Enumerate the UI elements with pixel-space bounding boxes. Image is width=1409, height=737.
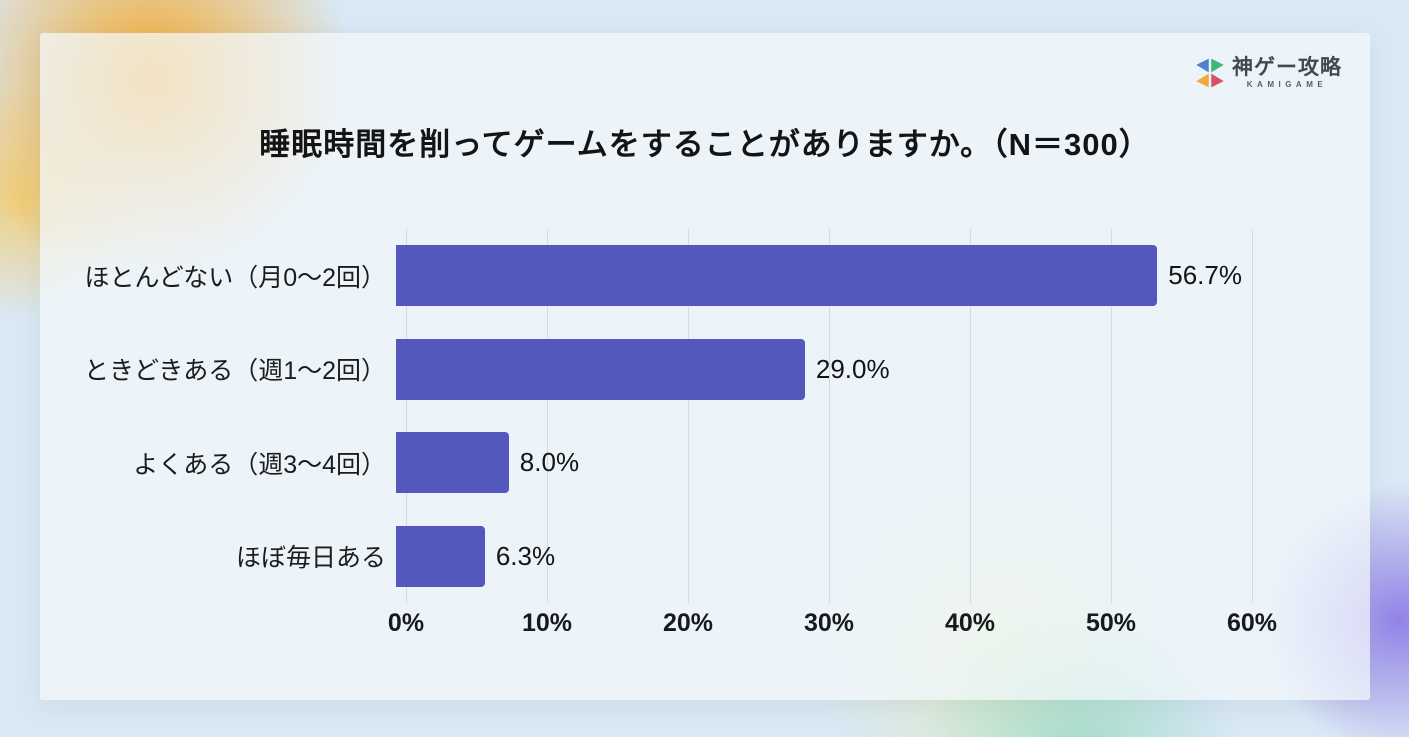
bar-track: 6.3% — [396, 525, 1242, 587]
kamigame-logo: 神ゲー攻略 KAMIGAME — [1195, 56, 1342, 90]
value-label: 29.0% — [815, 353, 890, 384]
kamigame-pinwheel-icon — [1196, 58, 1224, 88]
x-axis-tick-label: 0% — [387, 609, 425, 637]
chart-card: 神ゲー攻略 KAMIGAME 睡眠時間を削ってゲームをすることがありますか。（N… — [40, 33, 1370, 700]
gridline-30 — [829, 229, 830, 603]
x-axis-tick-label: 60% — [1226, 609, 1278, 637]
gridline-40 — [969, 229, 971, 603]
bar-row: ときどきある（週1〜2回） 29.0% — [50, 323, 1360, 417]
bar — [396, 432, 509, 494]
x-axis: 0% 10% 20% 30% 40% 50% 60% — [388, 609, 1277, 643]
x-axis-tick-label: 10% — [521, 609, 573, 637]
bar-track: 56.7% — [396, 245, 1242, 307]
logo-title: 神ゲー攻略 — [1232, 56, 1342, 79]
x-axis-tick-label: 30% — [803, 609, 855, 637]
value-label: 8.0% — [519, 447, 580, 478]
x-axis-tick-label: 20% — [662, 609, 714, 637]
category-label: ほとんどない（月0〜2回） — [84, 263, 386, 292]
bar-track: 8.0% — [396, 432, 1242, 494]
gridline-20 — [687, 229, 689, 603]
bar — [396, 245, 1158, 307]
gridline-10 — [546, 229, 548, 603]
category-label: ときどきある（週1〜2回） — [83, 357, 386, 386]
category-label: よくある（週3〜4回） — [133, 450, 386, 479]
bar-row: ほぼ毎日ある 6.3% — [50, 510, 1360, 604]
value-label: 56.7% — [1168, 260, 1242, 291]
category-label: ほぼ毎日ある — [235, 544, 386, 573]
bar-row: よくある（週3〜4回） 8.0% — [50, 416, 1360, 510]
gridline-50 — [1111, 229, 1112, 603]
x-axis-tick-label: 40% — [944, 609, 996, 637]
bar-rows: ほとんどない（月0〜2回） 56.7% ときどきある（週1〜2回） 29.0% よくある… — [50, 229, 1360, 603]
x-axis-tick-label: 50% — [1085, 609, 1137, 637]
bar-track: 29.0% — [396, 338, 1242, 400]
gridline-0 — [406, 229, 407, 603]
logo-text: 神ゲー攻略 KAMIGAME — [1232, 56, 1342, 90]
bar — [396, 338, 805, 400]
bar-row: ほとんどない（月0〜2回） 56.7% — [50, 229, 1360, 323]
chart-title: 睡眠時間を削ってゲームをすることがありますか。（N＝300） — [259, 127, 1151, 162]
bar-chart: ほとんどない（月0〜2回） 56.7% ときどきある（週1〜2回） 29.0% よくある… — [50, 229, 1360, 637]
bar — [396, 525, 485, 587]
gridline-60 — [1252, 229, 1253, 603]
value-label: 6.3% — [495, 540, 556, 571]
gridlines — [406, 229, 1253, 603]
logo-subtitle: KAMIGAME — [1246, 80, 1328, 90]
